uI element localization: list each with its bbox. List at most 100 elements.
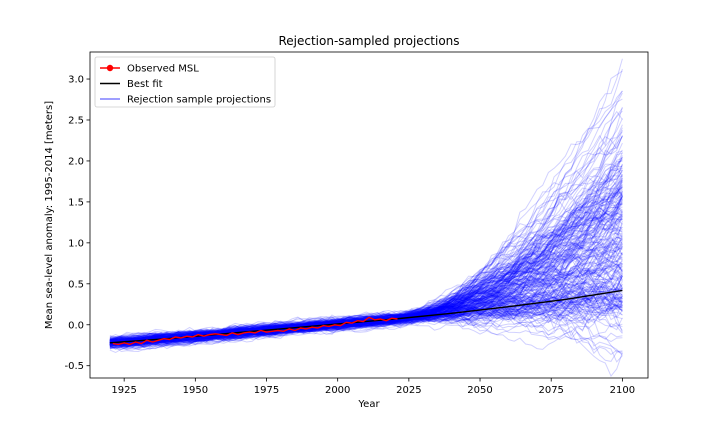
projection-line xyxy=(109,290,623,344)
projection-line xyxy=(109,308,623,346)
x-tick-label: 2100 xyxy=(610,385,635,396)
projection-line xyxy=(109,169,623,345)
axes-frame xyxy=(89,51,649,379)
projection-line xyxy=(109,276,623,347)
projection-line xyxy=(109,270,623,346)
projection-line xyxy=(109,212,623,341)
projection-line xyxy=(109,243,623,344)
projection-line xyxy=(109,211,623,345)
projection-line xyxy=(109,236,623,340)
projection-line xyxy=(109,264,623,351)
x-tick-label: 2025 xyxy=(396,385,421,396)
projection-line xyxy=(109,195,623,339)
projection-line xyxy=(109,202,623,344)
projection-line xyxy=(109,253,623,347)
projection-line xyxy=(109,282,623,349)
projection-line xyxy=(109,256,623,347)
x-tick-label: 1950 xyxy=(183,385,208,396)
projection-line xyxy=(109,292,623,346)
projection-line xyxy=(109,296,623,346)
projection-line xyxy=(109,259,623,346)
projection-line xyxy=(109,118,623,348)
projection-line xyxy=(109,136,623,346)
projection-line xyxy=(109,197,623,343)
projection-line xyxy=(109,252,623,348)
projection-line xyxy=(109,169,623,347)
projection-line xyxy=(109,218,623,347)
projection-line xyxy=(109,290,623,347)
projection-line xyxy=(109,247,623,347)
projection-line xyxy=(109,199,623,349)
projection-line xyxy=(109,270,623,343)
projection-line xyxy=(109,242,623,346)
y-tick-label: 1.5 xyxy=(68,197,84,208)
projection-line xyxy=(109,214,623,344)
projection-line xyxy=(109,236,623,354)
x-tick-label: 1925 xyxy=(111,385,136,396)
legend-label: Best fit xyxy=(127,79,163,90)
y-axis-label: Mean sea-level anomaly: 1995-2014 [meter… xyxy=(44,101,55,329)
observed-msl-group xyxy=(112,316,398,346)
projection-line xyxy=(109,290,623,345)
projection-line xyxy=(109,131,623,346)
projection-line xyxy=(109,179,623,341)
projection-line xyxy=(109,270,623,346)
projection-line xyxy=(109,236,623,342)
projection-line xyxy=(109,313,623,363)
projection-line xyxy=(109,185,623,347)
projection-line xyxy=(109,260,623,347)
projection-line xyxy=(109,262,623,344)
projection-line xyxy=(109,275,623,343)
projection-line xyxy=(109,237,623,340)
projection-line xyxy=(109,157,623,342)
projection-line xyxy=(109,185,623,344)
projection-line xyxy=(109,196,623,347)
y-axis: -0.5 0.0 0.5 1.0 1.5 2.0 2.5 3.0 xyxy=(64,75,90,372)
projection-line xyxy=(109,206,623,347)
projection-line xyxy=(109,269,623,343)
legend-label: Observed MSL xyxy=(127,64,199,75)
y-tick-label: 2.0 xyxy=(68,156,84,167)
projection-line xyxy=(109,289,623,348)
projection-line xyxy=(109,181,623,350)
x-axis: 1925 1950 1975 2000 2025 2050 2075 2100 xyxy=(111,378,635,396)
projection-line xyxy=(109,269,623,342)
projection-line xyxy=(109,271,623,346)
projection-line xyxy=(109,127,623,343)
projection-line xyxy=(109,190,623,351)
projection-line xyxy=(109,252,623,344)
projection-line xyxy=(109,135,623,341)
projection-line xyxy=(109,288,623,344)
projection-line xyxy=(109,213,623,345)
projection-line xyxy=(109,215,623,344)
projection-line xyxy=(109,200,623,341)
projection-line xyxy=(109,216,623,347)
legend-box xyxy=(94,56,276,108)
observed-msl-line xyxy=(112,316,398,346)
projection-line xyxy=(109,272,623,347)
projection-line xyxy=(109,229,623,344)
projection-line xyxy=(109,279,623,347)
x-tick-label: 2000 xyxy=(325,385,350,396)
projection-line xyxy=(109,196,623,348)
x-tick-label: 2075 xyxy=(538,385,563,396)
y-tick-label: 2.5 xyxy=(68,115,84,126)
projection-line xyxy=(109,195,623,342)
projection-line xyxy=(109,275,623,341)
projection-line xyxy=(109,135,623,346)
projection-line xyxy=(109,282,623,346)
projection-line xyxy=(109,263,623,347)
y-tick-label: 3.0 xyxy=(68,75,84,86)
y-tick-label: 0.0 xyxy=(68,320,84,331)
projection-line xyxy=(109,299,623,338)
projection-line xyxy=(109,297,623,347)
x-tick-label: 2050 xyxy=(467,385,492,396)
projection-line xyxy=(109,299,623,342)
projection-line xyxy=(109,164,623,342)
projection-line xyxy=(109,293,623,348)
projection-line xyxy=(109,299,623,347)
projection-line xyxy=(109,150,623,346)
projection-line xyxy=(109,282,623,347)
projection-line xyxy=(109,210,623,346)
projection-line xyxy=(109,218,623,348)
